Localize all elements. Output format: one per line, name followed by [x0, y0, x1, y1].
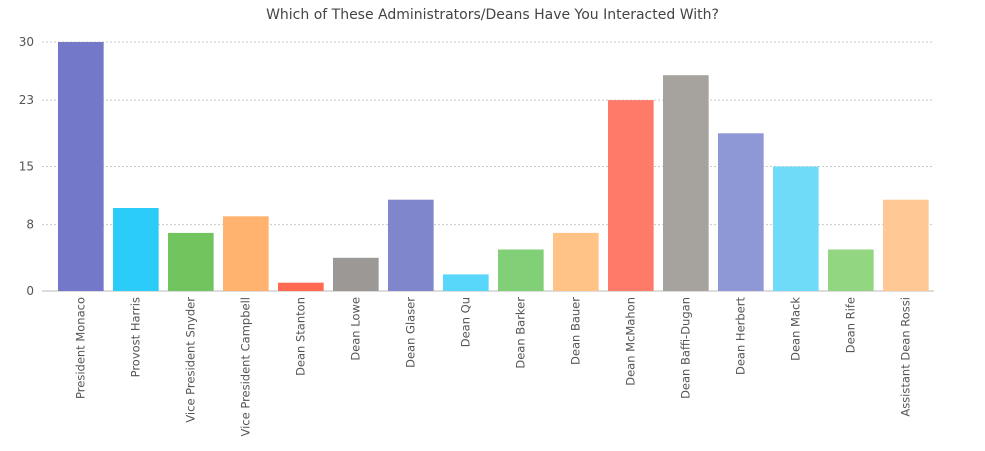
- x-tick-label-13: Dean Mack: [788, 297, 802, 361]
- bar-10[interactable]: [608, 100, 654, 291]
- bar-14[interactable]: [828, 249, 874, 292]
- x-tick-label-15: Assistant Dean Rossi: [898, 297, 912, 417]
- x-tick-label-4: Dean Stanton: [293, 297, 307, 376]
- x-tick-label-10: Dean McMahon: [623, 297, 637, 386]
- x-tick-label-11: Dean Baffi-Dugan: [678, 297, 692, 399]
- bar-2[interactable]: [168, 232, 214, 291]
- y-tick-label-3: 23: [19, 93, 34, 107]
- bar-12[interactable]: [718, 133, 764, 291]
- bar-9[interactable]: [553, 232, 599, 291]
- bar-13[interactable]: [773, 166, 819, 292]
- x-tick-label-1: Provost Harris: [128, 297, 142, 377]
- x-axis-labels: President Monaco Provost Harris Vice Presi…: [73, 297, 912, 437]
- bar-3[interactable]: [223, 216, 269, 291]
- bar-1[interactable]: [113, 208, 159, 291]
- y-axis-ticks: 0 8 15 23 30: [19, 35, 34, 298]
- y-tick-label-2: 15: [19, 160, 34, 174]
- y-tick-label-1: 8: [26, 218, 34, 232]
- y-tick-label-4: 30: [19, 35, 34, 49]
- bar-7[interactable]: [443, 274, 489, 291]
- y-tick-label-0: 0: [26, 284, 34, 298]
- bar-5[interactable]: [333, 257, 379, 291]
- bars: [58, 42, 929, 291]
- bar-4[interactable]: [278, 282, 324, 291]
- bar-0[interactable]: [58, 42, 104, 291]
- x-tick-label-5: Dean Lowe: [348, 297, 362, 361]
- bar-6[interactable]: [388, 199, 434, 291]
- bar-11[interactable]: [663, 75, 709, 291]
- x-tick-label-0: President Monaco: [73, 297, 87, 399]
- x-tick-label-14: Dean Rife: [843, 297, 857, 353]
- x-tick-label-8: Dean Barker: [513, 297, 527, 369]
- x-tick-label-3: Vice President Campbell: [238, 297, 252, 437]
- bar-8[interactable]: [498, 249, 544, 292]
- bar-15[interactable]: [883, 199, 929, 291]
- x-tick-label-2: Vice President Snyder: [183, 297, 197, 423]
- chart-title: Which of These Administrators/Deans Have…: [266, 7, 719, 23]
- x-tick-label-12: Dean Herbert: [733, 297, 747, 375]
- x-tick-label-7: Dean Qu: [458, 297, 472, 347]
- x-tick-label-9: Dean Bauer: [568, 297, 582, 365]
- x-tick-label-6: Dean Glaser: [403, 297, 417, 368]
